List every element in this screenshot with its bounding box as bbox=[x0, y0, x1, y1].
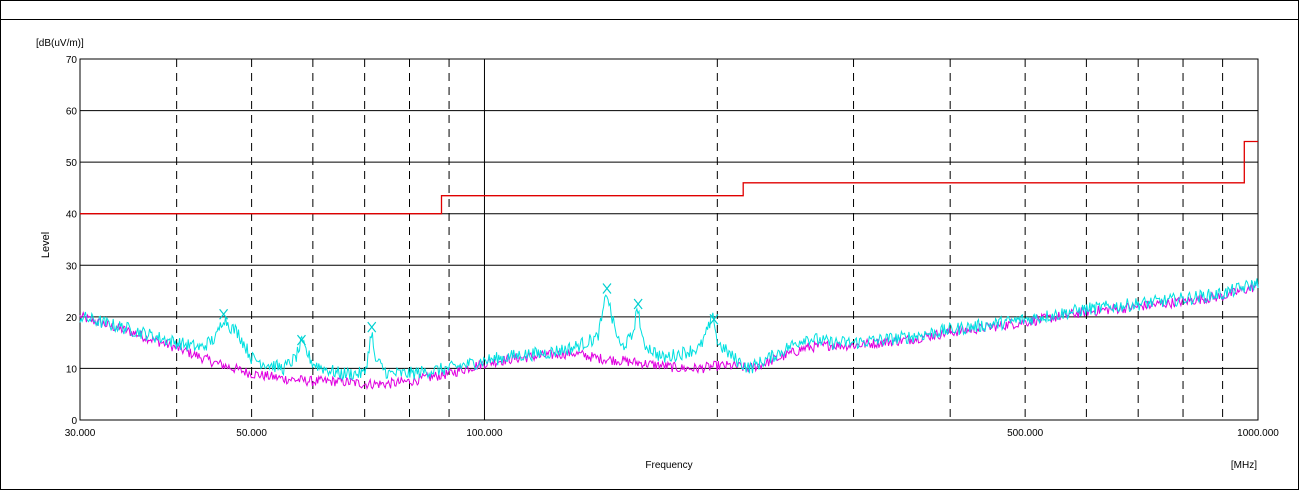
x-tick-label-500: 500.000 bbox=[1007, 428, 1044, 439]
peak-marker-3 bbox=[367, 321, 377, 333]
peak-marker-4 bbox=[602, 283, 612, 294]
series-layer bbox=[79, 140, 1259, 391]
peak-marker-5 bbox=[633, 298, 643, 310]
tick-labels: 0 10 20 30 40 50 60 70 30.000 50.000 100.000 500.00… bbox=[65, 55, 1280, 439]
x-tick-label-30: 30.000 bbox=[65, 428, 96, 439]
x-unit-label: [MHz] bbox=[1231, 460, 1257, 471]
series-cyan-trace bbox=[79, 278, 1259, 381]
peak-marker-2 bbox=[296, 334, 306, 346]
x-tick-label-50: 50.000 bbox=[236, 428, 267, 439]
y-tick-label-60: 60 bbox=[66, 107, 78, 118]
x-tick-label-1000: 1000.000 bbox=[1237, 428, 1279, 439]
peak-marker-6 bbox=[709, 314, 719, 325]
plot-area-border bbox=[79, 58, 1259, 421]
peak-marker-1 bbox=[219, 308, 229, 320]
y-tick-label-0: 0 bbox=[71, 416, 77, 427]
y-tick-label-10: 10 bbox=[66, 364, 78, 375]
series-limit-line bbox=[80, 140, 1258, 215]
header-strip bbox=[1, 1, 1299, 20]
y-tick-label-20: 20 bbox=[66, 313, 78, 324]
x-axis-title: Frequency bbox=[645, 460, 692, 471]
y-tick-label-50: 50 bbox=[66, 158, 78, 169]
series-magenta-trace bbox=[79, 281, 1259, 391]
y-axis-title: Level bbox=[40, 232, 52, 258]
x-tick-label-100: 100.000 bbox=[466, 428, 503, 439]
y-unit-label: [dB(uV/m)] bbox=[36, 38, 84, 49]
y-tick-label-30: 30 bbox=[66, 261, 78, 272]
y-tick-label-70: 70 bbox=[66, 55, 78, 66]
y-tick-label-40: 40 bbox=[66, 210, 78, 221]
peak-markers bbox=[219, 283, 719, 346]
